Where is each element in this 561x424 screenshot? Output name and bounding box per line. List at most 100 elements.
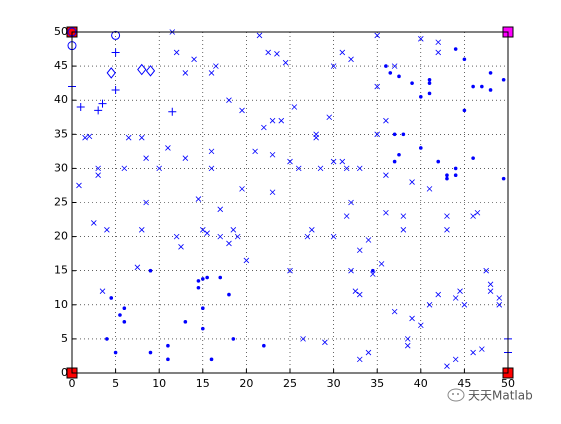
cross-marker <box>356 291 363 298</box>
cross-marker <box>457 288 463 294</box>
dot-marker <box>471 84 475 89</box>
dot-marker <box>196 279 201 283</box>
cross-marker <box>138 226 145 233</box>
dot-marker <box>201 277 205 281</box>
x-tick-label: 30 <box>327 377 341 390</box>
cross-marker <box>313 131 319 138</box>
cross-marker <box>287 158 293 165</box>
cross-marker <box>99 288 106 294</box>
x-tick-label: 40 <box>414 377 428 390</box>
dot-marker <box>480 84 484 89</box>
cross-marker <box>226 240 232 247</box>
cross-marker <box>208 70 215 76</box>
dot-marker <box>201 306 205 311</box>
y-tick-label: 40 <box>54 93 68 106</box>
cross-marker <box>444 226 450 233</box>
cross-marker <box>487 281 494 288</box>
dot-marker <box>166 343 170 348</box>
dot-marker <box>262 343 266 348</box>
cross-marker <box>487 288 494 294</box>
dot-marker <box>148 268 153 273</box>
cross-marker <box>322 339 328 346</box>
cross-marker <box>287 267 293 274</box>
dot-marker <box>209 357 214 362</box>
cross-marker <box>483 267 489 274</box>
cross-marker <box>343 213 350 219</box>
cross-marker <box>226 97 232 103</box>
dot-marker <box>436 159 441 164</box>
y-tick-label: 50 <box>54 25 68 38</box>
cross-marker <box>304 233 311 240</box>
cross-marker <box>444 213 450 219</box>
dot-marker <box>427 81 432 85</box>
cross-marker <box>265 49 271 56</box>
dot-marker <box>105 337 109 341</box>
cross-marker <box>452 295 459 301</box>
cross-marker <box>339 158 346 165</box>
cross-marker <box>435 291 442 298</box>
dot-marker <box>122 306 127 311</box>
cross-marker <box>496 295 503 301</box>
dot-marker <box>218 275 223 280</box>
cross-marker <box>282 59 289 66</box>
cross-marker <box>400 213 407 219</box>
y-tick-label: 35 <box>54 127 68 140</box>
plus-marker <box>76 103 85 112</box>
cross-marker <box>374 83 380 90</box>
x-tick-label: 15 <box>196 377 210 390</box>
plot-area <box>66 26 514 379</box>
cross-marker <box>86 133 93 140</box>
cross-marker <box>496 302 503 308</box>
dot-marker <box>427 77 432 82</box>
cross-marker <box>173 49 180 56</box>
plus-marker <box>111 48 120 57</box>
dot-marker <box>427 91 432 96</box>
x-tick-label: 20 <box>239 377 253 390</box>
cross-marker <box>330 158 337 165</box>
dot-marker <box>397 74 401 79</box>
dot-marker <box>419 146 423 150</box>
cross-marker <box>82 134 88 141</box>
cross-marker <box>178 244 184 250</box>
cross-marker <box>204 230 210 236</box>
cross-marker <box>208 165 215 172</box>
y-tick-label: 20 <box>54 230 68 243</box>
cross-marker <box>182 70 189 76</box>
cross-marker <box>143 199 149 206</box>
plus-marker <box>98 99 107 108</box>
dot-marker <box>397 152 401 157</box>
dot-marker <box>166 357 170 362</box>
dot-marker <box>471 156 475 160</box>
cross-marker <box>374 131 380 138</box>
cross-marker <box>426 186 433 192</box>
cross-marker <box>404 336 411 342</box>
cross-marker <box>330 63 337 69</box>
y-tick-label: 5 <box>61 332 68 345</box>
cross-marker <box>134 264 141 271</box>
cross-marker <box>391 308 398 315</box>
cross-marker <box>470 213 476 219</box>
cross-marker <box>348 199 354 206</box>
cross-marker <box>269 189 276 196</box>
cross-marker <box>269 151 276 158</box>
y-tick-label: 30 <box>54 161 68 174</box>
cross-marker <box>409 315 415 322</box>
cross-marker <box>339 49 346 56</box>
cross-marker <box>418 322 424 329</box>
cross-marker <box>200 226 206 233</box>
dot-marker <box>453 47 458 51</box>
dot-marker <box>445 173 449 178</box>
cross-marker <box>461 302 468 308</box>
cross-marker <box>474 209 481 216</box>
dot-marker <box>445 176 449 181</box>
dot-marker <box>113 350 118 355</box>
cross-marker <box>352 288 359 294</box>
dot-marker <box>462 108 467 113</box>
cross-marker <box>309 226 315 233</box>
cross-marker <box>104 226 110 233</box>
dot-marker <box>109 296 114 300</box>
cross-marker <box>261 124 267 131</box>
dot-marker <box>227 292 231 297</box>
